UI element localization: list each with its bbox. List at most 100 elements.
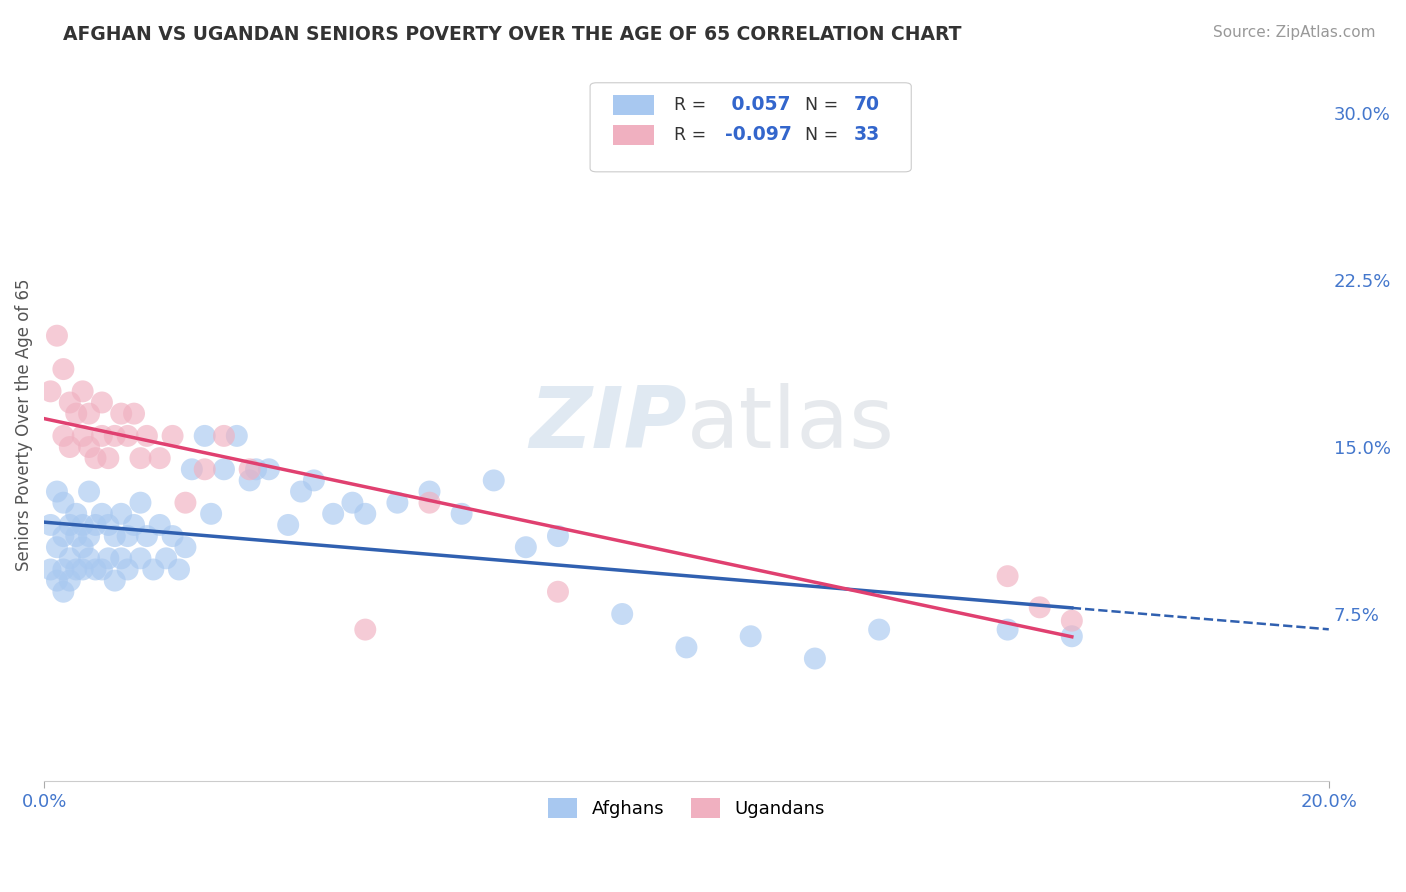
Point xyxy=(997,569,1019,583)
Point xyxy=(72,562,94,576)
FancyBboxPatch shape xyxy=(613,125,654,145)
Point xyxy=(90,562,112,576)
Point xyxy=(1060,629,1083,643)
Point xyxy=(162,429,184,443)
Point xyxy=(122,407,145,421)
Point xyxy=(354,507,377,521)
Point xyxy=(52,362,75,376)
Point xyxy=(135,429,157,443)
Text: N =: N = xyxy=(804,126,838,144)
Point xyxy=(1060,614,1083,628)
Point xyxy=(547,529,569,543)
Legend: Afghans, Ugandans: Afghans, Ugandans xyxy=(541,791,832,825)
Point xyxy=(1028,600,1050,615)
Point xyxy=(515,540,537,554)
Point xyxy=(52,429,75,443)
Text: AFGHAN VS UGANDAN SENIORS POVERTY OVER THE AGE OF 65 CORRELATION CHART: AFGHAN VS UGANDAN SENIORS POVERTY OVER T… xyxy=(63,25,962,44)
Point xyxy=(174,496,197,510)
Point xyxy=(97,551,120,566)
Point xyxy=(39,562,62,576)
Text: atlas: atlas xyxy=(686,384,894,467)
Point xyxy=(257,462,280,476)
Text: R =: R = xyxy=(673,95,706,114)
Point xyxy=(997,623,1019,637)
Point xyxy=(117,562,139,576)
Point xyxy=(90,429,112,443)
Point xyxy=(245,462,267,476)
Point xyxy=(149,518,172,533)
FancyBboxPatch shape xyxy=(613,95,654,115)
Point xyxy=(212,462,235,476)
Point xyxy=(418,496,440,510)
Point xyxy=(117,429,139,443)
Point xyxy=(174,540,197,554)
Point xyxy=(194,429,217,443)
Point xyxy=(59,518,82,533)
Point xyxy=(212,429,235,443)
Point xyxy=(72,429,94,443)
Point xyxy=(482,474,505,488)
Point xyxy=(104,574,127,588)
Point xyxy=(90,395,112,409)
Point xyxy=(239,474,262,488)
Point xyxy=(110,407,132,421)
Point xyxy=(46,484,69,499)
Point xyxy=(97,518,120,533)
Text: R =: R = xyxy=(673,126,706,144)
Point xyxy=(77,529,100,543)
Point xyxy=(77,484,100,499)
Point xyxy=(77,551,100,566)
Point xyxy=(167,562,190,576)
Point xyxy=(354,623,377,637)
Text: ZIP: ZIP xyxy=(529,384,686,467)
Point xyxy=(142,562,165,576)
Point xyxy=(117,529,139,543)
Point xyxy=(52,496,75,510)
Point xyxy=(129,551,152,566)
Text: 0.057: 0.057 xyxy=(725,95,790,114)
Point xyxy=(52,584,75,599)
Point xyxy=(180,462,202,476)
Point xyxy=(194,462,217,476)
Point xyxy=(46,540,69,554)
Point xyxy=(110,551,132,566)
Point xyxy=(59,395,82,409)
Point xyxy=(59,574,82,588)
Point xyxy=(342,496,364,510)
Point xyxy=(200,507,222,521)
Point xyxy=(129,451,152,466)
Text: 33: 33 xyxy=(853,125,880,145)
Point xyxy=(135,529,157,543)
Point xyxy=(97,451,120,466)
Text: N =: N = xyxy=(804,95,838,114)
Point xyxy=(65,507,87,521)
Point xyxy=(322,507,344,521)
Text: 70: 70 xyxy=(853,95,879,114)
Point xyxy=(277,518,299,533)
Point xyxy=(77,440,100,454)
Point xyxy=(155,551,177,566)
Point xyxy=(868,623,890,637)
Point xyxy=(675,640,697,655)
Point xyxy=(450,507,472,521)
Point xyxy=(90,507,112,521)
Point xyxy=(59,440,82,454)
Point xyxy=(302,474,325,488)
Text: -0.097: -0.097 xyxy=(725,125,792,145)
Point xyxy=(84,518,107,533)
Point xyxy=(39,384,62,399)
Point xyxy=(110,507,132,521)
Point xyxy=(612,607,634,621)
Point xyxy=(239,462,262,476)
Text: Source: ZipAtlas.com: Source: ZipAtlas.com xyxy=(1212,25,1375,40)
Point xyxy=(225,429,247,443)
Point xyxy=(149,451,172,466)
FancyBboxPatch shape xyxy=(591,83,911,172)
Point xyxy=(122,518,145,533)
Point xyxy=(290,484,312,499)
Point xyxy=(59,551,82,566)
Point xyxy=(39,518,62,533)
Point xyxy=(52,562,75,576)
Point xyxy=(77,407,100,421)
Point xyxy=(104,429,127,443)
